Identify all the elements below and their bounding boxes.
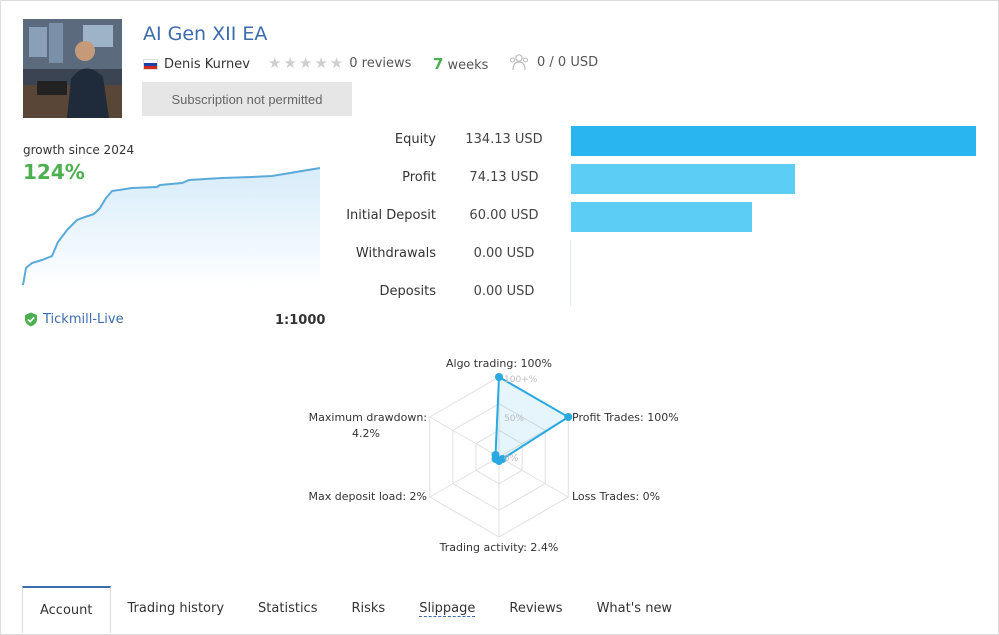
tab-trading-history[interactable]: Trading history bbox=[127, 601, 225, 616]
star-icon: ★ bbox=[314, 54, 328, 72]
axis-label-profit-trades: Profit Trades: 100% bbox=[572, 411, 679, 424]
axis-label-max-drawdown-value: 4.2% bbox=[352, 427, 380, 440]
russia-flag-icon bbox=[143, 58, 158, 70]
growth-label: growth since 2024 bbox=[23, 143, 135, 157]
radar-point bbox=[495, 373, 503, 381]
weeks-label: weeks bbox=[447, 58, 489, 73]
rating[interactable]: ★ ★ ★ ★ ★ 0 reviews bbox=[268, 54, 412, 72]
metric-value-equity: 134.13 USD bbox=[465, 132, 543, 147]
tab-account[interactable]: Account bbox=[22, 586, 111, 633]
star-icon: ★ bbox=[268, 54, 282, 72]
star-icon: ★ bbox=[298, 54, 313, 72]
tab-risks[interactable]: Risks bbox=[351, 601, 386, 616]
metric-value-deposits: 0.00 USD bbox=[473, 284, 535, 299]
author-name[interactable]: Denis Kurnev bbox=[164, 56, 250, 72]
product-title[interactable]: AI Gen XII EA bbox=[143, 23, 268, 45]
subscribers-value: 0 / 0 USD bbox=[537, 54, 599, 70]
metric-label-withdrawals: Withdrawals bbox=[355, 246, 436, 261]
axis-label-loss-trades: Loss Trades: 0% bbox=[572, 490, 660, 503]
reviews-count[interactable]: 0 reviews bbox=[349, 56, 412, 71]
axis-label-trading-activity: Trading activity: 2.4% bbox=[439, 541, 559, 554]
tab-slippage[interactable]: Slippage bbox=[402, 586, 492, 632]
subscribers-icon bbox=[510, 54, 528, 71]
radar-spoke bbox=[429, 416, 500, 458]
metric-label-initial-deposit: Initial Deposit bbox=[346, 208, 436, 223]
ring-label-50: 50% bbox=[504, 414, 524, 424]
radar-chart: 100+% 50% 0% Algo trading: 100% Profit T… bbox=[309, 357, 679, 554]
growth-value: 124% bbox=[23, 160, 85, 184]
author[interactable]: Denis Kurnev bbox=[143, 56, 250, 72]
tab-reviews[interactable]: Reviews bbox=[509, 601, 563, 616]
tab-statistics[interactable]: Statistics bbox=[258, 601, 318, 616]
metric-bar-equity bbox=[571, 126, 976, 156]
subscribe-button[interactable]: Subscription not permitted bbox=[142, 82, 352, 116]
growth-chart[interactable] bbox=[22, 160, 322, 290]
tab-slippage-label: Slippage bbox=[419, 601, 476, 617]
verified-shield-icon bbox=[25, 312, 37, 327]
metric-value-withdrawals: 0.00 USD bbox=[473, 246, 535, 261]
metric-value-initial-deposit: 60.00 USD bbox=[469, 208, 539, 223]
tab-bar: Account Trading history Statistics Risks… bbox=[22, 586, 689, 633]
weeks-number: 7 bbox=[433, 55, 444, 73]
star-icon: ★ bbox=[329, 54, 344, 72]
avatar[interactable] bbox=[23, 19, 122, 118]
ring-label-100: 100+% bbox=[504, 375, 538, 385]
radar-spoke bbox=[498, 456, 569, 498]
broker[interactable]: Tickmill-Live bbox=[24, 312, 124, 327]
ring-label-0: 0% bbox=[504, 454, 519, 464]
metric-bar-initial-deposit bbox=[571, 202, 752, 232]
weeks: 7 weeks bbox=[433, 55, 488, 73]
radar-point bbox=[491, 451, 500, 459]
leverage: 1:1000 bbox=[275, 313, 326, 328]
metric-label-equity: Equity bbox=[394, 132, 436, 147]
subscribers: 0 / 0 USD bbox=[509, 53, 598, 71]
axis-label-algo-trading: Algo trading: 100% bbox=[446, 357, 552, 370]
axis-label-max-drawdown: Maximum drawdown: bbox=[309, 411, 427, 424]
radar-spoke bbox=[429, 456, 500, 498]
broker-name[interactable]: Tickmill-Live bbox=[43, 312, 124, 327]
radar-point bbox=[564, 413, 573, 421]
metric-label-profit: Profit bbox=[402, 170, 436, 185]
tab-whats-new[interactable]: What's new bbox=[596, 601, 673, 616]
metric-label-deposits: Deposits bbox=[379, 284, 436, 299]
star-icon: ★ bbox=[283, 54, 297, 72]
axis-label-max-deposit-load: Max deposit load: 2% bbox=[309, 490, 427, 503]
metric-value-profit: 74.13 USD bbox=[469, 170, 539, 185]
metric-bar-profit bbox=[571, 164, 795, 194]
bar-axis bbox=[570, 240, 571, 306]
growth-line bbox=[22, 167, 321, 286]
